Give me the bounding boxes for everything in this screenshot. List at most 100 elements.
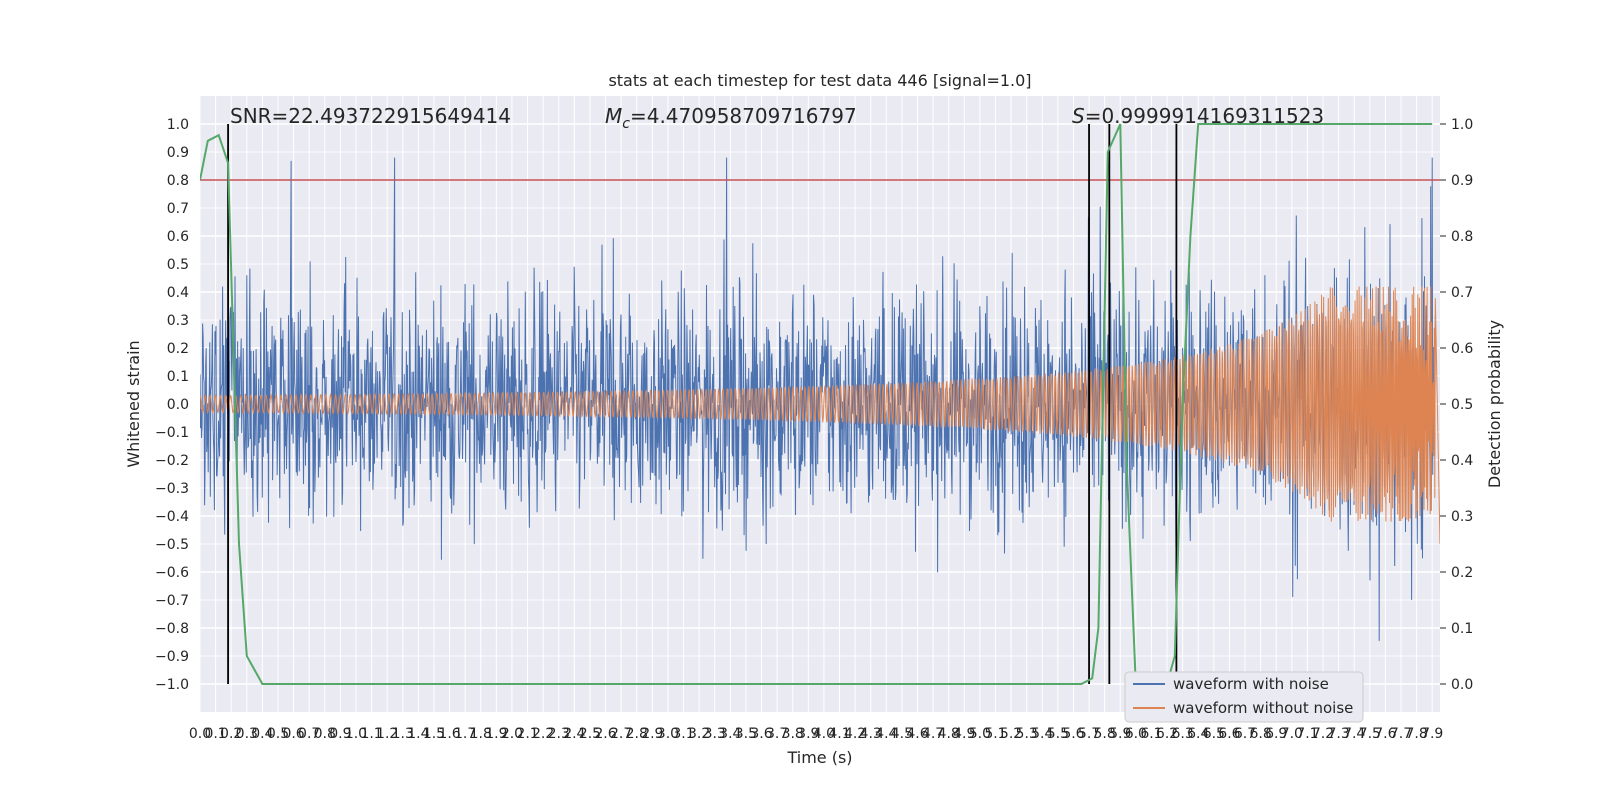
y-tick-label: 0.2: [167, 341, 189, 357]
x-tick-label: 2.5: [579, 726, 601, 742]
x-tick-label: 1.6: [438, 726, 460, 742]
x-tick-labels: 0.00.10.20.30.40.50.60.70.80.91.01.11.21…: [189, 726, 1443, 742]
legend-label-noisy: waveform with noise: [1173, 675, 1329, 693]
x-tick-label: 5.1: [984, 726, 1006, 742]
x-tick-label: 7.3: [1327, 726, 1349, 742]
x-tick-label: 0.3: [236, 726, 258, 742]
x-tick-label: 4.0: [813, 726, 835, 742]
x-tick-label: 0.8: [314, 726, 336, 742]
series-waveform-with-noise: [200, 157, 1436, 641]
x-tick-label: 3.1: [672, 726, 694, 742]
y2-tick-label: 1.0: [1451, 117, 1473, 133]
chirp-mass-annotation: Mc=4.470958709716797: [605, 104, 857, 132]
y2-tick-label: 0.2: [1451, 565, 1473, 581]
data-layer: [200, 123, 1440, 685]
x-tick-label: 1.5: [423, 726, 445, 742]
x-tick-label: 3.5: [735, 726, 757, 742]
x-tick-label: 1.3: [392, 726, 414, 742]
y2-tick-labels: 0.0 0.1 0.2 0.3 0.4 0.5 0.6 0.7 0.8 0.9 1.0: [1440, 117, 1473, 693]
x-tick-label: 5.2: [1000, 726, 1022, 742]
x-tick-label: 7.2: [1312, 726, 1334, 742]
x-tick-label: 2.6: [594, 726, 616, 742]
x-tick-label: 0.5: [267, 726, 289, 742]
x-tick-label: 6.8: [1249, 726, 1271, 742]
x-tick-label: 7.7: [1390, 726, 1412, 742]
x-tick-label: 4.1: [828, 726, 850, 742]
x-axis-label: Time (s): [786, 748, 852, 767]
y-tick-label: 0.7: [167, 201, 189, 217]
x-tick-label: 3.3: [704, 726, 726, 742]
x-tick-label: 3.6: [750, 726, 772, 742]
s-symbol: S: [1072, 104, 1085, 128]
x-tick-label: 7.1: [1296, 726, 1318, 742]
x-tick-label: 4.9: [953, 726, 975, 742]
x-tick-label: 3.8: [782, 726, 804, 742]
x-tick-label: 4.2: [844, 726, 866, 742]
x-tick-label: 7.0: [1281, 726, 1303, 742]
mc-symbol: M: [605, 104, 622, 128]
y-tick-label: 0.5: [167, 257, 189, 273]
x-tick-label: 1.9: [485, 726, 507, 742]
y2-tick-label: 0.7: [1451, 285, 1473, 301]
x-tick-label: 5.7: [1078, 726, 1100, 742]
y-tick-label: 0.0: [167, 397, 189, 413]
x-tick-label: 1.0: [345, 726, 367, 742]
x-tick-label: 7.8: [1405, 726, 1427, 742]
x-tick-label: 0.1: [204, 726, 226, 742]
x-tick-label: 6.7: [1234, 726, 1256, 742]
x-tick-label: 6.9: [1265, 726, 1287, 742]
x-tick-label: 6.4: [1187, 726, 1209, 742]
x-tick-label: 2.7: [610, 726, 632, 742]
x-tick-label: 7.5: [1359, 726, 1381, 742]
y-tick-label: 0.9: [167, 145, 189, 161]
s-value: =0.9999914169311523: [1085, 104, 1324, 128]
y-tick-label: 0.8: [167, 173, 189, 189]
x-tick-label: 4.6: [906, 726, 928, 742]
x-tick-label: 6.5: [1203, 726, 1225, 742]
x-tick-label: 0.4: [251, 726, 273, 742]
series-detection-probability: [200, 123, 1433, 685]
x-tick-label: 0.7: [298, 726, 320, 742]
mc-value: =4.470958709716797: [630, 104, 857, 128]
x-tick-label: 4.8: [938, 726, 960, 742]
y2-tick-label: 0.6: [1451, 341, 1473, 357]
legend: waveform with noise waveform without noi…: [1124, 671, 1364, 723]
x-tick-label: 2.1: [516, 726, 538, 742]
x-tick-label: 6.0: [1125, 726, 1147, 742]
x-tick-label: 5.0: [969, 726, 991, 742]
y-tick-label: 0.6: [167, 229, 189, 245]
x-tick-label: 5.3: [1016, 726, 1038, 742]
x-tick-label: 2.2: [532, 726, 554, 742]
snr-annotation: SNR=22.493722915649414: [230, 104, 511, 128]
x-tick-label: 2.9: [641, 726, 663, 742]
y-tick-label: 0.1: [167, 369, 189, 385]
x-tick-label: 2.4: [563, 726, 585, 742]
y2-tick-label: 0.8: [1451, 229, 1473, 245]
x-tick-label: 5.5: [1047, 726, 1069, 742]
y2-tick-label: 0.0: [1451, 677, 1473, 693]
y-tick-label: −0.7: [155, 593, 189, 609]
x-tick-label: 4.7: [922, 726, 944, 742]
y-tick-label: 0.4: [167, 285, 189, 301]
legend-box: [1124, 671, 1364, 723]
y2-tick-label: 0.3: [1451, 509, 1473, 525]
x-tick-label: 4.4: [875, 726, 897, 742]
x-tick-label: 0.9: [329, 726, 351, 742]
x-tick-label: 1.2: [376, 726, 398, 742]
x-tick-label: 3.4: [719, 726, 741, 742]
legend-label-clean: waveform without noise: [1173, 699, 1353, 717]
detection-statistic-annotation: S=0.9999914169311523: [1072, 104, 1324, 128]
x-tick-label: 1.8: [470, 726, 492, 742]
y-tick-label: −0.4: [155, 509, 189, 525]
y2-tick-label: 0.5: [1451, 397, 1473, 413]
series-waveform-without-noise: [200, 286, 1440, 545]
x-tick-label: 2.3: [548, 726, 570, 742]
y2-axis-label: Detection probability: [1485, 320, 1504, 488]
x-tick-label: 5.6: [1062, 726, 1084, 742]
y-tick-label: −0.5: [155, 537, 189, 553]
y-tick-label: −0.6: [155, 565, 189, 581]
x-tick-label: 3.9: [797, 726, 819, 742]
y-tick-label: −0.9: [155, 649, 189, 665]
y-tick-label: −1.0: [155, 677, 189, 693]
x-tick-label: 4.5: [891, 726, 913, 742]
